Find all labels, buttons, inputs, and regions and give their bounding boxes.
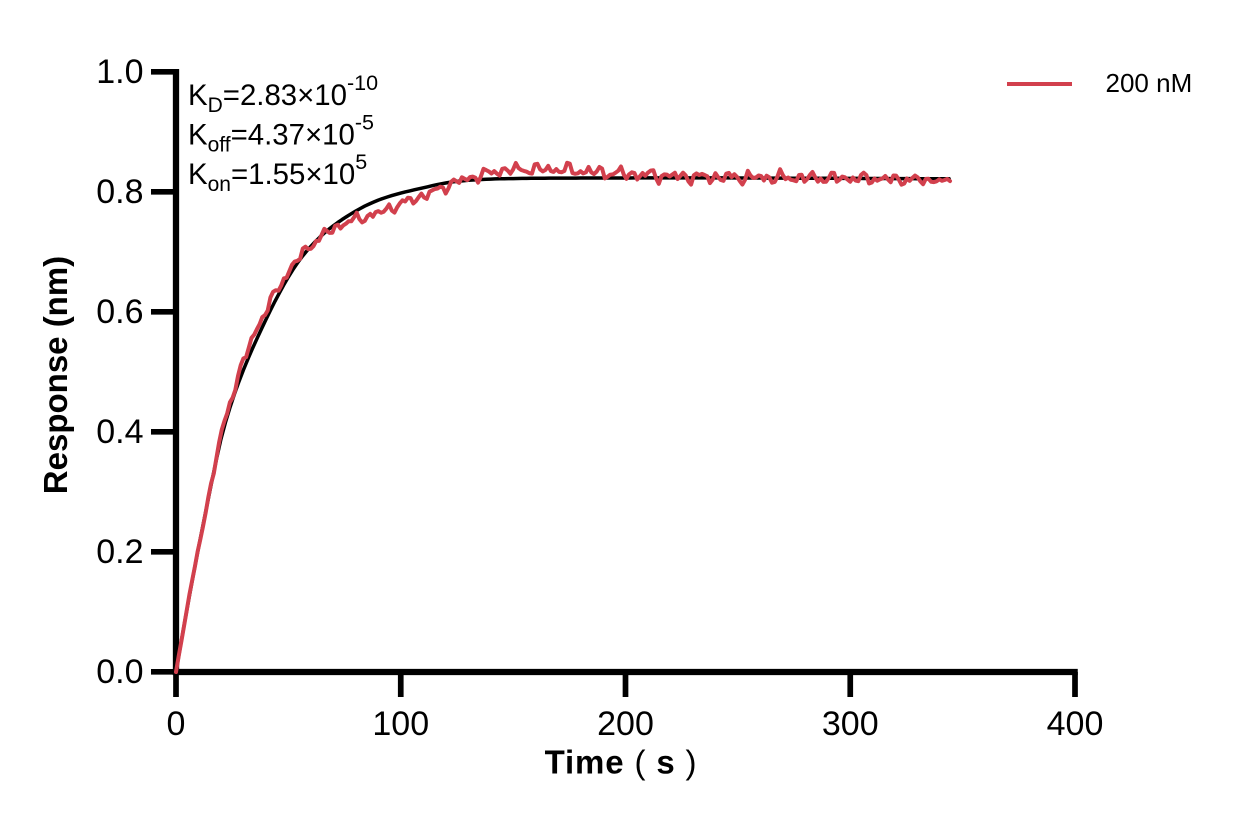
svg-text:1.0: 1.0: [96, 53, 143, 91]
svg-text:Koff=4.37×10-5: Koff=4.37×10-5: [188, 111, 374, 157]
svg-text:100: 100: [372, 705, 429, 743]
svg-text:400: 400: [1047, 705, 1104, 743]
svg-text:0: 0: [167, 705, 186, 743]
svg-text:200 nM: 200 nM: [1106, 68, 1193, 98]
svg-text:0.0: 0.0: [96, 653, 143, 691]
svg-text:300: 300: [822, 705, 879, 743]
svg-text:Response (nm): Response (nm): [37, 256, 74, 494]
svg-text:Time ( s ): Time ( s ): [545, 744, 698, 781]
svg-text:0.4: 0.4: [96, 413, 143, 451]
svg-text:0.2: 0.2: [96, 533, 143, 571]
svg-text:0.8: 0.8: [96, 173, 143, 211]
svg-text:200: 200: [597, 705, 654, 743]
svg-text:0.6: 0.6: [96, 293, 143, 331]
